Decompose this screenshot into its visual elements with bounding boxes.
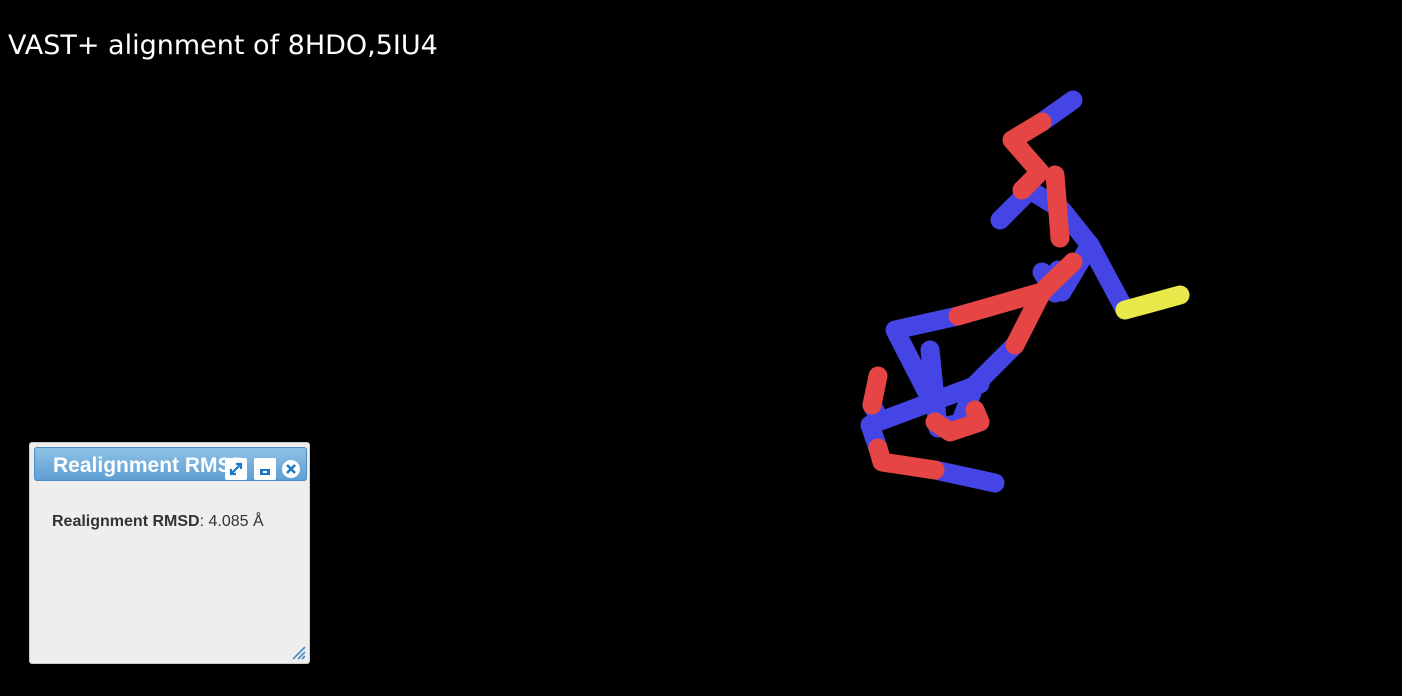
close-icon [286, 464, 296, 474]
resize-grip-icon[interactable] [288, 642, 306, 660]
rmsd-label: Realignment RMSD [52, 513, 200, 530]
realignment-rmsd-dialog: Realignment RMSD Realignment RMSD: 4.085… [29, 442, 310, 664]
dialog-title: Realignment RMSD [53, 454, 243, 477]
rmsd-value: : 4.085 Å [199, 513, 264, 530]
chain-a-backbone [862, 112, 1083, 480]
minimize-icon [260, 469, 270, 475]
dialog-titlebar[interactable]: Realignment RMSD [34, 447, 307, 481]
highlight-residue [1115, 285, 1190, 320]
rmsd-text: Realignment RMSD: 4.085 Å [52, 513, 264, 531]
page-title: VAST+ alignment of 8HDO,5IU4 [8, 30, 438, 61]
expand-button[interactable] [225, 458, 247, 480]
expand-icon [229, 462, 243, 476]
close-button[interactable] [282, 460, 300, 478]
chain-b-backbone [860, 90, 1135, 493]
minimize-button[interactable] [254, 458, 276, 480]
